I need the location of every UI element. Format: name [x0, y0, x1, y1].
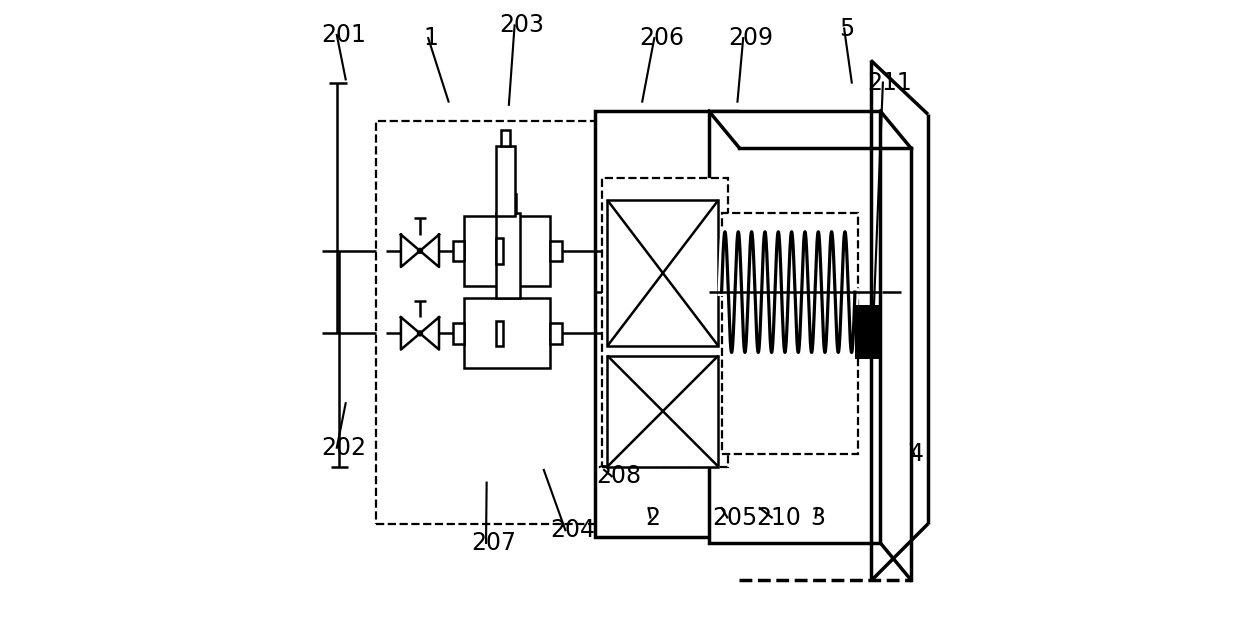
Text: 203: 203: [500, 13, 544, 37]
Bar: [501, 194, 516, 213]
Text: 205: 205: [712, 505, 758, 530]
Bar: [608, 200, 718, 346]
Bar: [453, 323, 465, 344]
Text: 201: 201: [321, 23, 367, 47]
Bar: [709, 111, 880, 543]
Polygon shape: [401, 318, 420, 350]
Bar: [465, 216, 551, 286]
Bar: [496, 146, 516, 216]
Bar: [376, 121, 632, 524]
Text: 207: 207: [471, 531, 516, 555]
Bar: [595, 111, 738, 537]
Text: 5: 5: [839, 17, 854, 41]
Circle shape: [418, 331, 423, 336]
Bar: [854, 305, 882, 359]
Bar: [551, 241, 562, 261]
Circle shape: [418, 248, 423, 253]
Bar: [496, 321, 502, 346]
Bar: [603, 178, 728, 467]
Polygon shape: [420, 318, 439, 350]
Text: 3: 3: [811, 505, 826, 530]
Polygon shape: [420, 235, 439, 267]
Bar: [501, 130, 510, 146]
Text: 209: 209: [728, 26, 773, 50]
Text: 204: 204: [551, 518, 595, 542]
Bar: [496, 238, 502, 264]
Bar: [465, 298, 551, 368]
Polygon shape: [401, 235, 420, 267]
Text: 2: 2: [645, 505, 661, 530]
Text: 1: 1: [423, 26, 438, 50]
Bar: [551, 323, 562, 344]
Text: 211: 211: [868, 70, 913, 95]
Bar: [608, 356, 718, 467]
Bar: [722, 213, 858, 454]
Text: 206: 206: [639, 26, 684, 50]
Bar: [496, 213, 521, 298]
Bar: [453, 241, 465, 261]
Text: 4: 4: [909, 442, 924, 466]
Text: 202: 202: [321, 436, 367, 460]
Text: 210: 210: [756, 505, 801, 530]
Text: 208: 208: [596, 464, 641, 488]
